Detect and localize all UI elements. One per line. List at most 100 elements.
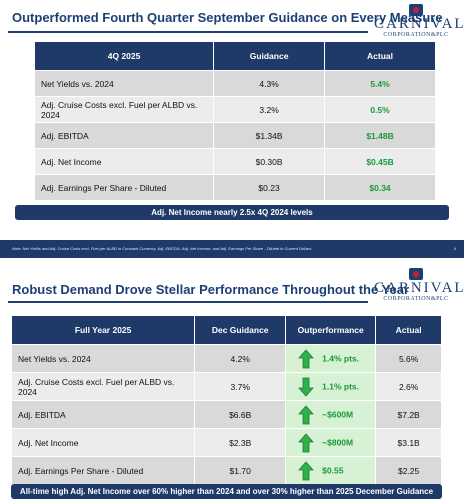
slide-title: Outperformed Fourth Quarter September Gu… bbox=[12, 10, 443, 25]
cell: $3.1B bbox=[376, 429, 441, 456]
cell-text: Adj. Net Income bbox=[18, 437, 79, 448]
row-label: Adj. Earnings Per Share - Diluted bbox=[12, 457, 195, 484]
arrow-up bbox=[298, 404, 315, 424]
cell: $1.70 bbox=[195, 457, 286, 484]
cell: $0.30B bbox=[214, 149, 325, 174]
column-header-text: Guidance bbox=[249, 51, 289, 61]
column-header: Guidance bbox=[214, 42, 325, 70]
row-label: Adj. EBITDA bbox=[12, 401, 195, 428]
cell-text: $2.25 bbox=[397, 465, 420, 476]
cell-text: $2.3B bbox=[229, 437, 252, 448]
title-rule bbox=[8, 301, 368, 303]
cell: $7.2B bbox=[376, 401, 441, 428]
cell-text: $7.2B bbox=[397, 409, 420, 420]
cell: $0.23 bbox=[214, 175, 325, 200]
title-rule bbox=[8, 31, 368, 33]
cell: ~$800M bbox=[286, 429, 376, 456]
header-row: Full Year 2025 Dec Guidance Outperformance… bbox=[12, 316, 441, 344]
cell-text: Adj. Earnings Per Share - Diluted bbox=[41, 182, 167, 193]
logo-name: CARNIVAL bbox=[374, 16, 464, 32]
cell-text: 3.7% bbox=[230, 381, 250, 392]
row-label: Net Yields vs. 2024 bbox=[35, 71, 214, 96]
cell-text: 1.4% pts. bbox=[322, 352, 360, 363]
cell-text: Net Yields vs. 2024 bbox=[41, 78, 114, 89]
cell: 5.4% bbox=[325, 71, 435, 96]
page-number: 4 bbox=[453, 246, 456, 251]
column-header: Dec Guidance bbox=[195, 316, 286, 344]
arrow-up bbox=[298, 432, 315, 452]
row-label: Net Yields vs. 2024 bbox=[12, 345, 195, 372]
row-label: Adj. Net Income bbox=[35, 149, 214, 174]
cell: 4.3% bbox=[214, 71, 325, 96]
cell-text: 5.6% bbox=[398, 353, 419, 364]
cell: $0.45B bbox=[325, 149, 435, 174]
cell-text: $0.23 bbox=[258, 182, 280, 193]
row-label: Adj. EBITDA bbox=[35, 123, 214, 148]
column-header-text: Outperformance bbox=[297, 325, 364, 335]
cell-text: 5.4% bbox=[370, 78, 390, 89]
arrow-up bbox=[298, 460, 315, 480]
cell: 3.7% bbox=[195, 373, 286, 400]
logo-sub: CORPORATION&PLC bbox=[383, 32, 449, 38]
cell: 3.2% bbox=[214, 97, 325, 122]
cell: ~$600M bbox=[286, 401, 376, 428]
cell: $1.48B bbox=[325, 123, 435, 148]
footnote: Note: Net Yields and Adj. Cruise Costs e… bbox=[12, 246, 312, 251]
cell-text: $1.34B bbox=[255, 130, 283, 141]
cell: 0.5% bbox=[325, 97, 435, 122]
column-header: Full Year 2025 bbox=[12, 316, 195, 344]
row-label: Adj. Net Income bbox=[12, 429, 195, 456]
cell-text: $1.48B bbox=[366, 130, 394, 141]
cell-text: $6.6B bbox=[229, 409, 252, 420]
banner: All-time high Adj. Net Income over 60% h… bbox=[11, 484, 442, 499]
column-header: Outperformance bbox=[286, 316, 376, 344]
slide-title: Robust Demand Drove Stellar Performance … bbox=[12, 282, 410, 297]
cell: $0.34 bbox=[325, 175, 435, 200]
column-header-text: Actual bbox=[395, 325, 422, 335]
cell-text: 4.2% bbox=[230, 353, 250, 364]
table-row: Adj. Net Income $0.30B $0.45B bbox=[35, 149, 435, 174]
cell: $0.55 bbox=[286, 457, 376, 484]
row-label: Adj. Cruise Costs excl. Fuel per ALBD vs… bbox=[35, 97, 214, 122]
table-row: Net Yields vs. 2024 4.2% 1.4% pts. 5.6% bbox=[12, 345, 441, 372]
column-header-text: Full Year 2025 bbox=[74, 325, 132, 335]
footer: Note: Net Yields and Adj. Cruise Costs e… bbox=[0, 240, 464, 258]
column-header-text: Dec Guidance bbox=[211, 325, 269, 335]
cell: 5.6% bbox=[376, 345, 441, 372]
cell-text: 0.5% bbox=[370, 104, 390, 115]
table-row: Adj. Earnings Per Share - Diluted $0.23 $0… bbox=[35, 175, 435, 200]
cell-text: 1.1% pts. bbox=[322, 380, 360, 391]
cell-text: 4.3% bbox=[259, 78, 279, 89]
table-row: Adj. Cruise Costs excl. Fuel per ALBD vs… bbox=[35, 97, 435, 122]
cell: $2.25 bbox=[376, 457, 441, 484]
arrow-down bbox=[298, 377, 315, 397]
cell-text: $3.1B bbox=[397, 437, 420, 448]
cell: 2.6% bbox=[376, 373, 441, 400]
cell-text: $0.30B bbox=[255, 156, 283, 167]
cell-text: Adj. Net Income bbox=[41, 156, 102, 167]
results-table: Full Year 2025 Dec Guidance Outperformance… bbox=[11, 315, 442, 485]
column-header-text: 4Q 2025 bbox=[107, 51, 141, 61]
column-header: 4Q 2025 bbox=[35, 42, 214, 70]
row-label: Adj. Earnings Per Share - Diluted bbox=[35, 175, 214, 200]
cell-text: $0.45B bbox=[366, 156, 394, 167]
cell: $6.6B bbox=[195, 401, 286, 428]
cell: 4.2% bbox=[195, 345, 286, 372]
cell-text: $0.34 bbox=[369, 182, 391, 193]
column-header: Actual bbox=[376, 316, 441, 344]
cell-text: ~$800M bbox=[322, 436, 354, 447]
cell: 1.4% pts. bbox=[286, 345, 376, 372]
logo-name: CARNIVAL bbox=[374, 280, 464, 296]
header-row: 4Q 2025 Guidance Actual bbox=[35, 42, 435, 70]
table-row: Adj. Net Income $2.3B ~$800M $3.1B bbox=[12, 429, 441, 456]
cell-text: Adj. EBITDA bbox=[18, 409, 66, 420]
results-table: 4Q 2025 Guidance Actual Net Yields vs. 2024… bbox=[34, 41, 436, 201]
cell-text: 2.6% bbox=[398, 381, 419, 392]
table-row: Adj. Cruise Costs excl. Fuel per ALBD vs… bbox=[12, 373, 441, 400]
row-label: Adj. Cruise Costs excl. Fuel per ALBD vs… bbox=[12, 373, 195, 400]
logo: CARNIVAL CORPORATION&PLC bbox=[374, 4, 464, 39]
cell: $1.34B bbox=[214, 123, 325, 148]
table-row: Adj. EBITDA $1.34B $1.48B bbox=[35, 123, 435, 148]
cell: 1.1% pts. bbox=[286, 373, 376, 400]
column-header-text: Actual bbox=[367, 51, 394, 61]
